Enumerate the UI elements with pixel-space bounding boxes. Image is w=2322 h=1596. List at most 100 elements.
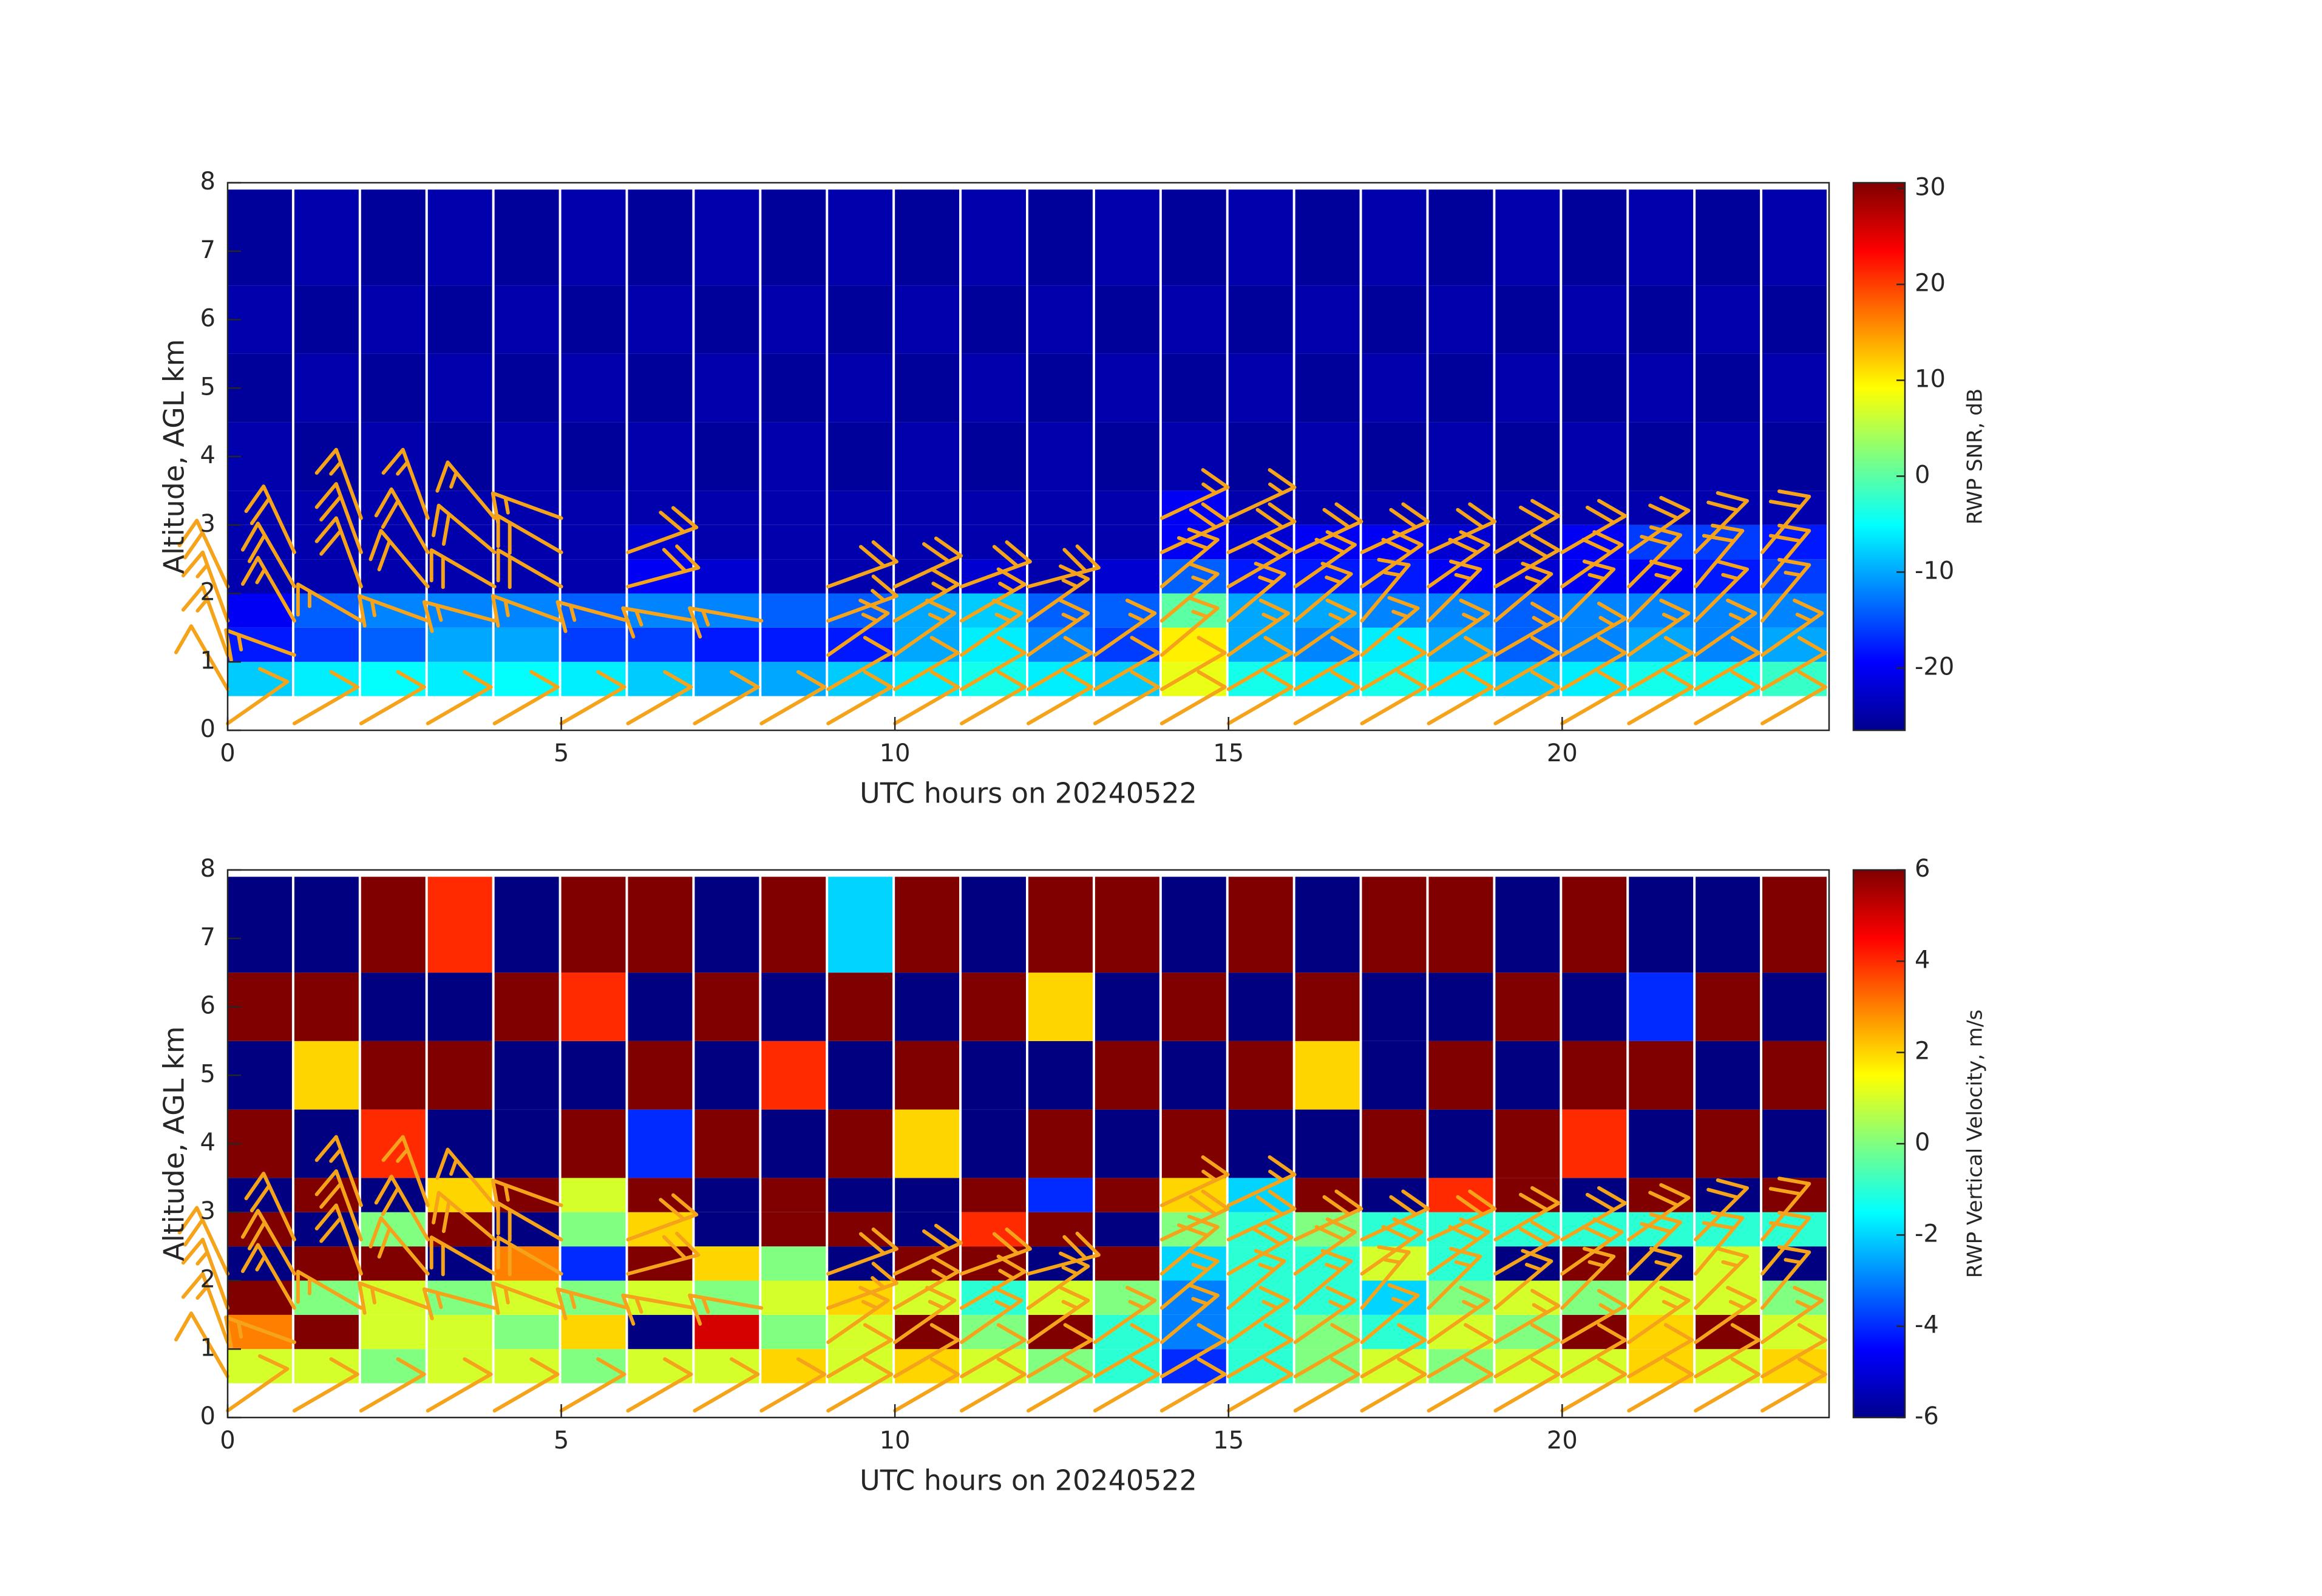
heat-cell (1428, 973, 1493, 1041)
y-tick-label: 7 (200, 923, 216, 951)
wind-barb (1293, 1189, 1363, 1241)
colorbar-tick-label: 6 (1915, 855, 1930, 883)
heat-cell (1696, 422, 1760, 491)
heat-cell (561, 1349, 626, 1384)
wind-barb (1159, 1155, 1230, 1207)
heat-cell (1495, 1349, 1560, 1384)
heat-cell (1095, 285, 1159, 354)
wind-barb (1226, 1220, 1294, 1276)
heat-cell (694, 559, 759, 594)
heat-cell (761, 559, 826, 594)
heat-cell (1762, 1109, 1827, 1178)
x-tick-label: 0 (220, 739, 235, 767)
wind-barb (1027, 599, 1090, 657)
wind-barb (496, 548, 563, 589)
wind-barb (626, 1193, 699, 1241)
heat-cell (1762, 1349, 1827, 1384)
wind-barb (1159, 468, 1230, 520)
heat-cell (1028, 1109, 1093, 1178)
wind-barb (1360, 1357, 1427, 1413)
heat-cell (561, 1246, 626, 1281)
heat-cell (294, 662, 359, 696)
heat-cell (761, 525, 826, 560)
heat-cell (1696, 877, 1760, 973)
heat-cell (361, 189, 426, 286)
heat-cell (1562, 662, 1627, 696)
colorbar-tick-label: -10 (1915, 557, 1954, 585)
heat-cell (494, 627, 559, 662)
wind-barb (432, 503, 497, 554)
wind-barb (893, 1223, 963, 1276)
heat-cell (1028, 973, 1093, 1041)
heat-cell (561, 1314, 626, 1350)
heat-cell (1495, 1109, 1560, 1178)
colorbar (1852, 869, 1906, 1419)
heat-cell (561, 973, 626, 1041)
wind-barb (1093, 636, 1160, 691)
wind-barb (314, 482, 363, 554)
wind-barb (429, 548, 497, 589)
heat-cell (494, 1041, 559, 1110)
wind-barb (1493, 498, 1561, 554)
heat-cell (1562, 627, 1627, 662)
wind-barb (357, 594, 430, 628)
heat-cell (1495, 973, 1560, 1041)
wind-barb (381, 447, 430, 520)
heat-cell (828, 189, 893, 286)
heat-cell (1428, 285, 1493, 354)
heat-cell (962, 353, 1026, 423)
heat-cell (361, 1349, 426, 1384)
heat-cell (895, 189, 960, 286)
wind-barb (181, 1272, 229, 1344)
heat-cell (694, 1178, 759, 1212)
heat-cell (1028, 491, 1093, 525)
heat-cell (561, 662, 626, 696)
heat-cell (761, 1280, 826, 1315)
wind-barb (759, 1357, 827, 1413)
heat-cell (1495, 422, 1560, 491)
wind-barb (314, 1135, 363, 1207)
wind-barb (177, 1206, 229, 1276)
heat-cell (828, 1212, 893, 1247)
heat-cell (1095, 662, 1159, 696)
colorbar-tick-label: 20 (1915, 269, 1946, 297)
heat-cell (1428, 1041, 1493, 1110)
heat-cell (1228, 662, 1293, 696)
colorbar-label: RWP SNR, dB (1963, 389, 1988, 525)
heat-cell (828, 353, 893, 423)
heat-cell (1562, 491, 1627, 525)
y-tick-label: 1 (200, 1334, 216, 1362)
heat-cell (1762, 189, 1827, 286)
heat-cell (1762, 973, 1827, 1041)
y-tick-label: 4 (200, 441, 216, 469)
wind-barb (368, 529, 430, 589)
heat-cell (1161, 189, 1226, 286)
wind-barb (759, 670, 827, 725)
heat-cell (1362, 491, 1427, 525)
wind-barb (1627, 599, 1691, 657)
panel: 0 5 10 15 20 0 1 2 3 4 5 6 7 8 UTC hours on 20240522 Al… (158, 168, 1988, 810)
heat-cell (1696, 353, 1760, 423)
heat-cell (828, 525, 893, 560)
wind-barb (292, 670, 359, 725)
wind-barb (1226, 1323, 1294, 1379)
heat-cell (1028, 1349, 1093, 1384)
wind-barb (893, 1254, 960, 1310)
heat-cell (427, 662, 492, 696)
wind-barb (1760, 1286, 1824, 1344)
heat-cell (628, 1314, 693, 1350)
wind-barb (314, 516, 363, 589)
heat-cell (694, 627, 759, 662)
wind-barb (688, 1293, 764, 1326)
wind-barb (1226, 1357, 1294, 1413)
wind-barb (1360, 670, 1427, 725)
wind-barb (1493, 601, 1561, 657)
heat-cell (1295, 973, 1360, 1041)
heat-cell (561, 627, 626, 662)
wind-barb (1159, 636, 1227, 691)
colorbar-tick-label: 2 (1915, 1037, 1930, 1065)
heat-cell (962, 973, 1026, 1041)
heat-cell (494, 1246, 559, 1281)
wind-barb (1694, 1357, 1761, 1413)
heat-cell (494, 422, 559, 491)
